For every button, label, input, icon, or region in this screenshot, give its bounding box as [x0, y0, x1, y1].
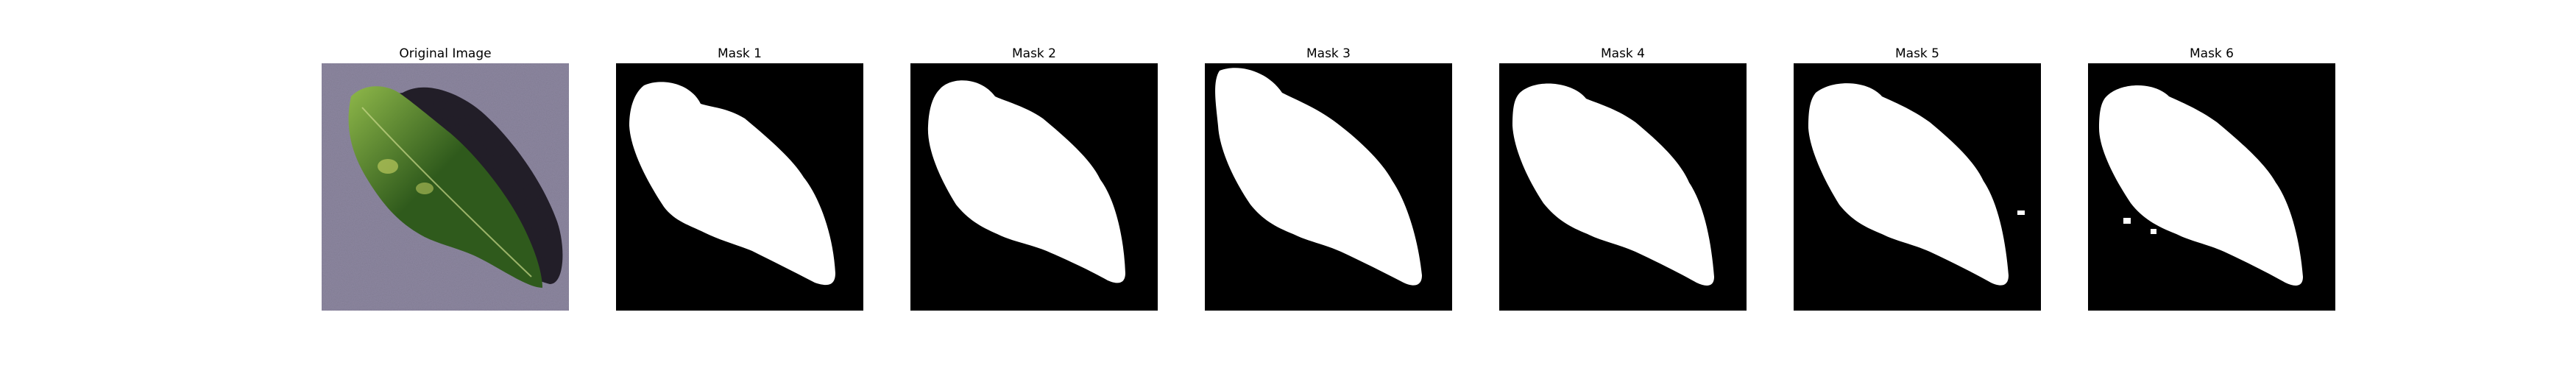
panel-title: Original Image: [399, 46, 492, 61]
panel-title: Mask 4: [1600, 46, 1645, 61]
panel-mask-1: Mask 1: [616, 46, 863, 311]
original-leaf-photo: [322, 63, 569, 311]
mask-image: [616, 63, 863, 311]
panel-title: Mask 2: [1011, 46, 1056, 61]
leaf-shape: [348, 86, 542, 288]
panel-mask-2: Mask 2: [910, 46, 1158, 311]
panel-title: Mask 6: [2189, 46, 2234, 61]
mask-speck: [2151, 229, 2156, 234]
panel-title: Mask 3: [1306, 46, 1351, 61]
mask-region: [629, 82, 835, 286]
leaf-midrib: [361, 107, 532, 277]
mask-region: [1808, 83, 2009, 286]
leaf-spot: [416, 183, 434, 194]
mask-speck: [2017, 210, 2025, 215]
mask-image: [1499, 63, 1747, 311]
mask-image: [910, 63, 1158, 311]
mask-speck: [2123, 218, 2131, 224]
mask-image: [1205, 63, 1452, 311]
panel-mask-6: Mask 6: [2088, 46, 2335, 311]
leaf-spot: [378, 159, 398, 174]
panel-mask-4: Mask 4: [1499, 46, 1747, 311]
panel-mask-5: Mask 5: [1794, 46, 2041, 311]
panel-mask-3: Mask 3: [1205, 46, 1452, 311]
panel-title: Mask 5: [1894, 46, 1939, 61]
mask-image: [2088, 63, 2335, 311]
mask-image: [1794, 63, 2041, 311]
mask-region: [927, 80, 1125, 283]
mask-region: [1215, 68, 1422, 286]
panel-original-image: Original Image: [322, 46, 569, 311]
mask-region: [1512, 83, 1714, 286]
mask-region: [2099, 85, 2303, 286]
panel-title: Mask 1: [717, 46, 762, 61]
